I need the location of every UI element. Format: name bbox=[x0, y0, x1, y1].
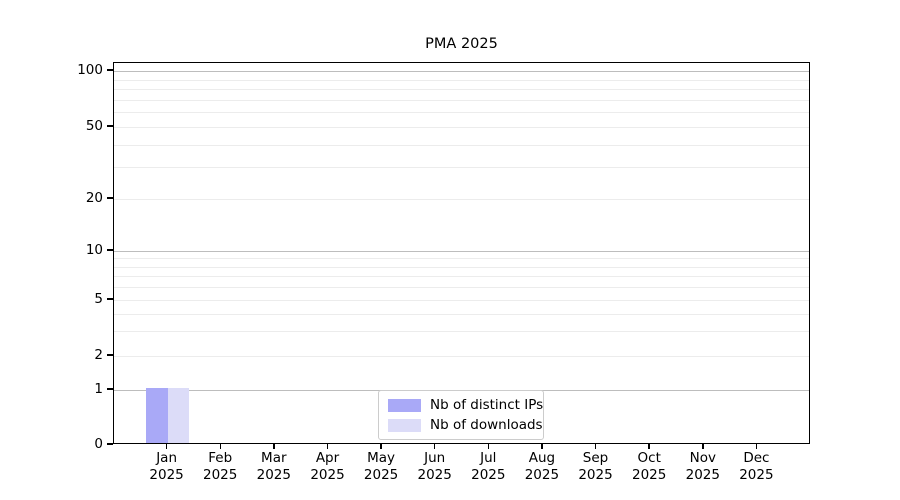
x-tick-label-may: May 2025 bbox=[349, 450, 413, 483]
y-tick-label-100: 100 bbox=[77, 62, 103, 78]
x-tick-year: 2025 bbox=[256, 466, 291, 483]
x-tick-mark-jul bbox=[487, 444, 490, 449]
x-tick-month: Apr bbox=[315, 450, 340, 466]
x-tick-month: May bbox=[367, 450, 396, 466]
bar-jan-distinct-ips bbox=[146, 388, 168, 443]
x-tick-label-sep: Sep 2025 bbox=[564, 450, 628, 483]
x-tick-mark-aug bbox=[541, 444, 543, 449]
x-tick-mark-may bbox=[380, 444, 382, 449]
gridline-minor-90 bbox=[114, 79, 809, 81]
gridline-minor-8 bbox=[114, 266, 809, 268]
x-tick-label-apr: Apr 2025 bbox=[296, 450, 360, 483]
x-tick-month: Jan bbox=[156, 450, 177, 466]
x-tick-year: 2025 bbox=[578, 466, 613, 483]
gridline-minor-30 bbox=[114, 167, 809, 169]
gridline-minor-80 bbox=[114, 89, 809, 90]
legend: Nb of distinct IPs Nb of downloads bbox=[378, 390, 544, 440]
gridline-minor-70 bbox=[114, 99, 809, 101]
x-tick-mark-oct bbox=[648, 444, 650, 449]
y-tick-label-10: 10 bbox=[85, 242, 103, 258]
y-tick-mark-5 bbox=[106, 298, 113, 300]
gridline-minor-3 bbox=[114, 331, 809, 333]
x-tick-label-oct: Oct 2025 bbox=[617, 450, 681, 483]
x-tick-year: 2025 bbox=[203, 466, 238, 483]
x-tick-year: 2025 bbox=[417, 466, 452, 483]
gridline-minor-60 bbox=[114, 112, 809, 114]
legend-swatch-distinct-ips bbox=[388, 398, 421, 412]
gridline-major-100 bbox=[114, 71, 809, 72]
x-tick-label-mar: Mar 2025 bbox=[242, 450, 306, 483]
gridline-minor-6 bbox=[114, 287, 809, 289]
y-tick-label-1: 1 bbox=[94, 381, 103, 397]
x-tick-month: Oct bbox=[637, 450, 661, 466]
x-tick-label-dec: Dec 2025 bbox=[724, 450, 788, 483]
x-tick-year: 2025 bbox=[739, 466, 774, 483]
x-tick-mark-mar bbox=[273, 444, 275, 449]
x-tick-month: Mar bbox=[261, 450, 287, 466]
x-tick-mark-sep bbox=[594, 444, 597, 449]
x-tick-year: 2025 bbox=[310, 466, 345, 483]
x-tick-label-feb: Feb 2025 bbox=[188, 450, 252, 483]
gridline-minor-20 bbox=[114, 199, 809, 200]
x-tick-mark-feb bbox=[219, 444, 221, 449]
x-tick-month: Nov bbox=[689, 450, 716, 466]
x-tick-month: Dec bbox=[743, 450, 770, 466]
legend-item-distinct-ips: Nb of distinct IPs bbox=[388, 397, 543, 413]
y-tick-mark-1 bbox=[106, 388, 113, 390]
y-tick-mark-10 bbox=[106, 249, 113, 251]
x-tick-month: Feb bbox=[208, 450, 233, 466]
x-tick-month: Jul bbox=[480, 450, 497, 466]
x-tick-year: 2025 bbox=[524, 466, 560, 483]
gridline-major-10 bbox=[114, 251, 809, 252]
legend-label-distinct-ips: Nb of distinct IPs bbox=[430, 397, 544, 413]
x-tick-month: Aug bbox=[528, 450, 556, 466]
x-tick-mark-apr bbox=[326, 444, 329, 449]
y-tick-mark-20 bbox=[106, 197, 113, 199]
y-tick-label-2: 2 bbox=[94, 347, 103, 363]
y-tick-mark-0 bbox=[106, 443, 113, 445]
y-tick-mark-50 bbox=[106, 125, 113, 127]
legend-swatch-downloads bbox=[388, 418, 421, 432]
x-tick-month: Jun bbox=[424, 450, 446, 466]
gridline-minor-7 bbox=[114, 276, 809, 278]
x-tick-year: 2025 bbox=[363, 466, 399, 483]
x-tick-year: 2025 bbox=[632, 466, 667, 483]
gridline-minor-40 bbox=[114, 144, 809, 146]
y-tick-label-50: 50 bbox=[85, 118, 103, 134]
x-tick-year: 2025 bbox=[149, 466, 184, 483]
y-tick-label-20: 20 bbox=[85, 190, 103, 206]
gridline-minor-5 bbox=[114, 300, 809, 301]
x-tick-label-aug: Aug 2025 bbox=[510, 450, 574, 483]
legend-label-downloads: Nb of downloads bbox=[430, 417, 543, 433]
x-tick-label-nov: Nov 2025 bbox=[671, 450, 735, 483]
y-tick-label-5: 5 bbox=[94, 291, 103, 307]
x-tick-label-jun: Jun 2025 bbox=[403, 450, 467, 483]
x-tick-mark-jun bbox=[433, 444, 436, 449]
y-tick-mark-100 bbox=[106, 69, 113, 71]
x-tick-year: 2025 bbox=[685, 466, 720, 483]
x-tick-mark-jan bbox=[165, 444, 168, 449]
x-tick-year: 2025 bbox=[471, 466, 506, 483]
y-tick-label-0: 0 bbox=[94, 436, 103, 452]
gridline-minor-2 bbox=[114, 356, 809, 357]
gridline-minor-9 bbox=[114, 258, 809, 260]
x-tick-mark-nov bbox=[702, 444, 704, 449]
legend-item-downloads: Nb of downloads bbox=[388, 417, 543, 433]
bar-jan-downloads bbox=[167, 388, 189, 443]
y-tick-mark-2 bbox=[106, 354, 113, 356]
gridline-minor-4 bbox=[114, 313, 809, 315]
plot-area bbox=[113, 62, 810, 444]
x-tick-label-jul: Jul 2025 bbox=[456, 450, 520, 483]
x-tick-month: Sep bbox=[582, 450, 609, 466]
chart-title: PMA 2025 bbox=[425, 36, 498, 52]
x-tick-label-jan: Jan 2025 bbox=[135, 450, 199, 483]
x-tick-mark-dec bbox=[755, 444, 758, 449]
gridline-minor-50 bbox=[114, 127, 809, 128]
